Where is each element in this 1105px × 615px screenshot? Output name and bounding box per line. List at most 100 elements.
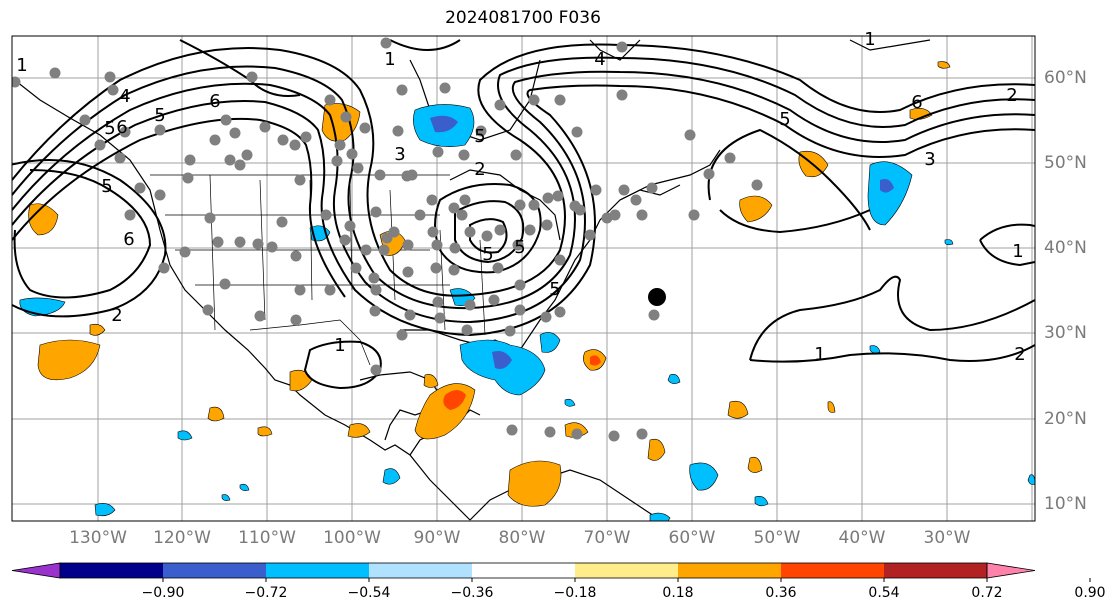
station-dot bbox=[427, 226, 439, 238]
colorbar-tick-label: 0.54 bbox=[868, 585, 900, 601]
station-dot bbox=[542, 192, 554, 204]
contour-label: 4 bbox=[594, 49, 605, 70]
station-dot bbox=[254, 310, 266, 322]
station-dot bbox=[289, 139, 301, 151]
station-dot bbox=[636, 428, 648, 440]
station-dot bbox=[134, 182, 146, 194]
colorbar-segment bbox=[472, 563, 575, 578]
station-dot bbox=[277, 134, 289, 146]
latitude-label: 40°N bbox=[1044, 238, 1087, 258]
colorbar-segment bbox=[884, 563, 987, 578]
station-dot bbox=[388, 226, 400, 238]
station-dot bbox=[352, 162, 364, 174]
station-dot bbox=[510, 149, 522, 161]
contour-label: 5 bbox=[779, 109, 790, 130]
colorbar-segment bbox=[60, 563, 163, 578]
colorbar-tick-label: 0.72 bbox=[971, 585, 1003, 601]
contour-label: 2 bbox=[1006, 85, 1017, 106]
colorbar-tick-label: −0.18 bbox=[553, 585, 597, 601]
station-dot bbox=[574, 204, 586, 216]
station-dot bbox=[544, 426, 556, 438]
station-dot bbox=[448, 202, 460, 214]
station-dot bbox=[241, 149, 253, 161]
station-dot bbox=[630, 194, 642, 206]
station-dot bbox=[636, 209, 648, 221]
station-dot bbox=[458, 149, 470, 161]
station-dot bbox=[294, 174, 306, 186]
contour-label: 5 bbox=[154, 105, 165, 126]
station-dot bbox=[464, 226, 476, 238]
station-dot bbox=[370, 364, 382, 376]
station-dot bbox=[290, 314, 302, 326]
longitude-label: 110°W bbox=[238, 528, 296, 548]
contour-label: 2 bbox=[111, 305, 122, 326]
longitude-label: 100°W bbox=[323, 528, 381, 548]
station-dot bbox=[368, 272, 380, 284]
contour-lines bbox=[12, 39, 1035, 390]
colorbar-tick-label: −0.54 bbox=[347, 585, 391, 601]
longitude-label: 60°W bbox=[668, 528, 716, 548]
latitude-label: 50°N bbox=[1044, 153, 1087, 173]
station-dot bbox=[554, 94, 566, 106]
station-dot bbox=[259, 121, 271, 133]
station-dot bbox=[334, 139, 346, 151]
station-dot bbox=[571, 428, 583, 440]
station-dot bbox=[107, 84, 119, 96]
station-dot bbox=[494, 224, 506, 236]
station-dot bbox=[290, 250, 302, 262]
colorbar-segment bbox=[369, 563, 472, 578]
longitude-label: 70°W bbox=[583, 528, 631, 548]
station-dot bbox=[94, 139, 106, 151]
contour-label: 1 bbox=[1012, 241, 1023, 262]
station-dot bbox=[209, 134, 221, 146]
longitude-label: 40°W bbox=[838, 528, 886, 548]
station-dot bbox=[648, 309, 660, 321]
colorbar-tick-label: −0.90 bbox=[141, 585, 185, 601]
contour-label: 6 bbox=[911, 92, 922, 113]
colorbar-frame bbox=[59, 562, 988, 579]
station-dot bbox=[528, 199, 540, 211]
station-dot bbox=[703, 168, 715, 180]
contour-label: 5 bbox=[482, 244, 493, 265]
map-title: 2024081700 F036 bbox=[445, 8, 601, 28]
station-dot bbox=[448, 264, 460, 276]
station-dot bbox=[324, 94, 336, 106]
station-dot bbox=[224, 154, 236, 166]
colorbar-segment bbox=[163, 563, 266, 578]
station-dot bbox=[402, 266, 414, 278]
station-dot bbox=[432, 296, 444, 308]
latitude-label: 30°N bbox=[1044, 323, 1087, 343]
longitude-label: 90°W bbox=[413, 528, 461, 548]
station-dot bbox=[426, 194, 438, 206]
latitude-label: 60°N bbox=[1044, 68, 1087, 88]
colorbar-tick-label: 0.36 bbox=[765, 585, 797, 601]
station-dot bbox=[212, 236, 224, 248]
colorbar-extend-low bbox=[11, 562, 61, 579]
station-dot bbox=[378, 244, 390, 256]
station-dot bbox=[590, 184, 602, 196]
station-dot bbox=[541, 219, 553, 231]
station-dot bbox=[370, 206, 382, 218]
station-dot bbox=[370, 284, 382, 296]
station-dot bbox=[646, 182, 658, 194]
colorbar bbox=[11, 562, 1091, 582]
station-dot bbox=[571, 126, 583, 138]
station-markers bbox=[12, 37, 763, 442]
contour-label: 5 bbox=[101, 176, 112, 197]
contour-label: 2 bbox=[1014, 344, 1025, 365]
station-dot bbox=[346, 148, 358, 160]
station-dot bbox=[124, 209, 136, 221]
station-dot bbox=[396, 329, 408, 341]
station-dot bbox=[492, 262, 504, 274]
station-dot bbox=[616, 41, 628, 53]
station-dot bbox=[79, 114, 91, 126]
station-dot bbox=[374, 169, 386, 181]
station-dot bbox=[414, 209, 426, 221]
colorbar-segment bbox=[266, 563, 369, 578]
contour-label: 6 bbox=[116, 117, 127, 138]
contour-label: 1 bbox=[864, 29, 875, 50]
station-dot bbox=[359, 122, 371, 134]
station-dot bbox=[204, 212, 216, 224]
station-dot bbox=[514, 199, 526, 211]
